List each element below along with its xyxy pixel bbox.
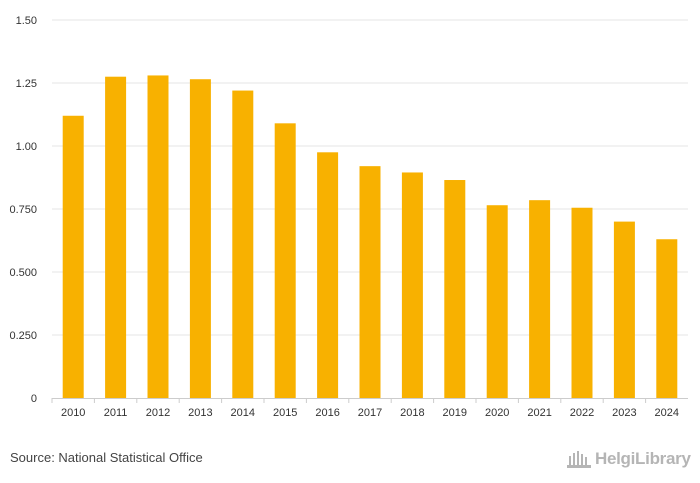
y-tick-label: 0.750 (9, 204, 37, 216)
y-tick-label: 1.50 (16, 15, 37, 27)
x-tick-label: 2012 (146, 407, 170, 419)
bar-2015 (274, 123, 296, 398)
bar-2022 (571, 207, 593, 398)
bar-2020 (486, 205, 508, 398)
y-tick-label: 1.25 (16, 78, 37, 90)
x-tick-label: 2016 (315, 407, 339, 419)
x-tick-label: 2019 (443, 407, 467, 419)
y-tick-label: 0.250 (9, 330, 37, 342)
bar-2023 (613, 221, 635, 398)
bars (62, 75, 678, 398)
x-tick-label: 2018 (400, 407, 424, 419)
bar-2016 (317, 152, 339, 398)
library-building-icon (567, 451, 591, 468)
x-tick-label: 2017 (358, 407, 382, 419)
x-tick-label: 2014 (231, 407, 255, 419)
bar-2011 (105, 76, 127, 398)
helgi-library-logo: HelgiLibrary (566, 448, 691, 470)
y-tick-label: 1.00 (16, 141, 37, 153)
bar-2012 (147, 75, 169, 398)
bar-2014 (232, 90, 254, 398)
bar-2021 (529, 200, 551, 398)
x-tick-label: 2023 (612, 407, 636, 419)
bar-2013 (189, 79, 211, 398)
bar-2018 (401, 172, 423, 398)
bar-2024 (656, 239, 678, 398)
x-tick-label: 2015 (273, 407, 297, 419)
y-tick-label: 0 (31, 393, 37, 405)
x-axis-ticks: 2010 2011 2012 2013 2014 2015 2016 2017 2018 2019… (51, 398, 679, 419)
source-note: Source: National Statistical Office (10, 450, 203, 465)
x-tick-label: 2021 (527, 407, 551, 419)
x-tick-label: 2010 (61, 407, 85, 419)
x-tick-label: 2013 (188, 407, 212, 419)
bar-2019 (444, 180, 466, 398)
bar-2010 (62, 115, 84, 398)
logo-text: HelgiLibrary (595, 449, 691, 468)
x-tick-label: 2020 (485, 407, 509, 419)
y-axis-ticks: 0 0.250 0.500 0.750 1.00 1.25 1.50 (9, 15, 37, 405)
x-tick-label: 2024 (655, 407, 679, 419)
x-tick-label: 2011 (104, 407, 128, 419)
y-tick-label: 0.500 (9, 267, 37, 279)
x-tick-label: 2022 (570, 407, 594, 419)
bar-2017 (359, 166, 381, 398)
